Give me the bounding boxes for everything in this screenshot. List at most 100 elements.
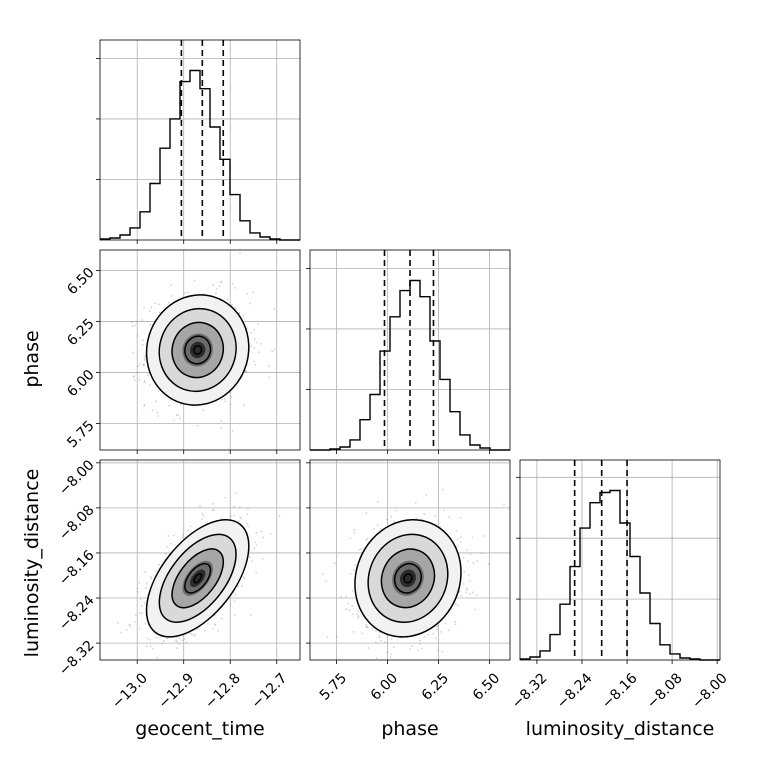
sample-point [423, 635, 426, 638]
sample-point [194, 633, 196, 635]
sample-point [268, 376, 271, 379]
contour-line [171, 321, 225, 379]
sample-point [447, 629, 450, 632]
sample-point [141, 343, 144, 346]
sample-point [442, 488, 444, 491]
sample-point [134, 614, 137, 616]
sample-point [253, 547, 256, 550]
sample-point [409, 648, 411, 650]
x-tick-label-phase: 6.50 [470, 670, 503, 703]
sample-point [126, 629, 128, 631]
sample-point [151, 647, 154, 650]
sample-point [215, 288, 218, 290]
sample-point [218, 285, 221, 288]
sample-point [366, 537, 369, 540]
sample-point [465, 588, 468, 591]
sample-point [325, 580, 327, 582]
sample-point [170, 295, 173, 297]
sample-point [143, 602, 146, 605]
contour-line [158, 533, 237, 623]
sample-point [155, 400, 157, 403]
sample-point [471, 536, 474, 539]
sample-point [357, 615, 360, 618]
contour-line [184, 335, 212, 365]
sample-point [152, 665, 154, 667]
sample-point [150, 306, 153, 309]
sample-point [432, 632, 435, 635]
y-tick-label-luminosity-distance: −8.24 [56, 592, 98, 634]
sample-point [138, 581, 141, 584]
sample-point [157, 467, 159, 469]
sample-point [322, 573, 324, 575]
sample-point [179, 417, 181, 420]
sample-point [202, 409, 205, 412]
sample-point [250, 345, 253, 348]
sample-point [392, 646, 395, 649]
sample-point [357, 616, 359, 619]
sample-point [135, 321, 138, 323]
sample-point [456, 545, 459, 548]
hist-panel-phase [306, 249, 511, 454]
sample-point [273, 308, 276, 310]
sample-point [143, 405, 146, 407]
sample-point [239, 252, 241, 255]
x-tick-label-luminosity-distance: −8.32 [509, 670, 551, 712]
sample-point [165, 552, 168, 555]
sample-point [444, 622, 447, 625]
sample-point [115, 681, 117, 683]
sample-point [262, 536, 265, 539]
sample-point [197, 628, 200, 630]
y-tick-label-phase: 6.50 [64, 265, 97, 298]
sample-point [457, 604, 459, 607]
sample-point [241, 585, 244, 587]
sample-point [148, 638, 151, 641]
sample-point [134, 379, 136, 381]
sample-point [390, 515, 393, 518]
sample-point [143, 381, 146, 384]
sample-point [231, 429, 234, 432]
sample-point [251, 560, 254, 562]
sample-point [212, 508, 215, 511]
y-tick-label-phase: 6.25 [64, 316, 97, 349]
sample-point [138, 627, 141, 630]
sample-point [220, 280, 223, 283]
sample-point [131, 325, 134, 328]
sample-point [215, 292, 217, 295]
sample-point [271, 350, 274, 353]
sample-point [365, 512, 368, 515]
sample-point [233, 600, 236, 602]
sample-point [144, 622, 147, 625]
sample-point [273, 348, 276, 351]
sample-point [249, 614, 252, 617]
sample-point [143, 359, 146, 361]
sample-point [476, 594, 478, 597]
sample-point [462, 583, 465, 585]
sample-point [472, 561, 475, 564]
sample-point [175, 639, 177, 642]
sample-point [425, 494, 428, 496]
x-tick-label-phase: 6.25 [419, 670, 452, 703]
sample-point [170, 284, 173, 287]
sample-point [354, 564, 356, 567]
sample-point [414, 502, 417, 504]
sample-point [158, 563, 160, 566]
sample-point [361, 632, 363, 635]
x-tick-label-phase: 5.75 [317, 670, 350, 703]
sample-point [143, 380, 146, 382]
sample-point [128, 623, 131, 626]
sample-point [260, 530, 263, 533]
sample-point [201, 518, 203, 520]
sample-point [238, 312, 241, 314]
sample-point [167, 535, 170, 537]
density-content [322, 488, 505, 659]
panels: −8.32 −8.24 −8.16 −8.08 −8.005.756.006.256.5… [56, 39, 731, 712]
x-tick-label-geocent-time: −13.0 [109, 670, 151, 712]
sample-point [175, 414, 178, 417]
sample-point [203, 629, 206, 632]
sample-point [270, 533, 273, 535]
sample-point [353, 532, 355, 534]
sample-point [458, 590, 461, 593]
sample-point [247, 525, 249, 527]
sample-point [229, 603, 232, 606]
